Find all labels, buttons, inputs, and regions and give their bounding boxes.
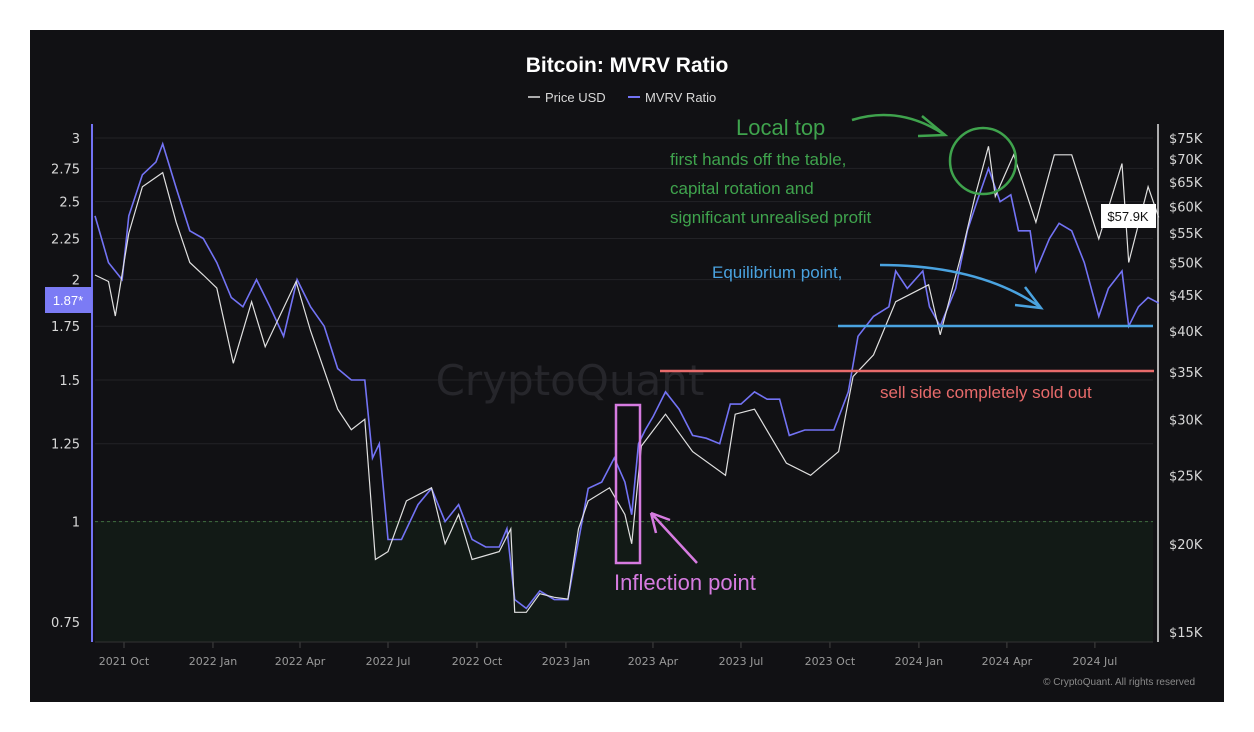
sell-side-label: sell side completely sold out bbox=[880, 383, 1092, 402]
current-mvrv-tag bbox=[45, 287, 92, 313]
right-tick-label: $15K bbox=[1169, 626, 1203, 641]
x-tick-label: 2023 Oct bbox=[805, 655, 856, 668]
equilibrium-label: Equilibrium point, bbox=[712, 263, 842, 282]
right-tick-label: $50K bbox=[1169, 256, 1203, 271]
chart-title: Bitcoin: MVRV Ratio bbox=[526, 54, 729, 77]
right-tick-label: $60K bbox=[1169, 201, 1203, 216]
annotation-inflection: Inflection point bbox=[614, 403, 756, 595]
below-one-zone bbox=[95, 521, 1153, 642]
local-top-note-2: capital rotation and bbox=[670, 179, 814, 198]
x-tick-label: 2024 Jan bbox=[895, 655, 943, 668]
left-tick-label: 1.5 bbox=[59, 374, 80, 389]
x-tick-label: 2024 Jul bbox=[1073, 655, 1118, 668]
left-tick-label: 1.75 bbox=[51, 320, 80, 335]
right-tick-label: $40K bbox=[1169, 325, 1203, 340]
copyright-footer: © CryptoQuant. All rights reserved bbox=[1043, 677, 1195, 688]
local-top-label: Local top bbox=[736, 115, 825, 140]
current-price-label: $57.9K bbox=[1107, 209, 1149, 224]
x-tick-label: 2023 Apr bbox=[628, 655, 679, 668]
right-tick-label: $70K bbox=[1169, 153, 1203, 168]
right-tick-label: $45K bbox=[1169, 289, 1203, 304]
annotation-local-top: Local top first hands off the table, cap… bbox=[670, 113, 1018, 227]
x-tick-label: 2022 Jul bbox=[366, 655, 411, 668]
left-tick-label: 2.25 bbox=[51, 232, 80, 247]
inflection-box bbox=[614, 403, 642, 565]
left-tick-label: 0.75 bbox=[51, 616, 80, 631]
legend-price-usd[interactable]: Price USD bbox=[545, 90, 606, 105]
left-tick-label: 2 bbox=[72, 274, 80, 289]
left-tick-label: 2.5 bbox=[59, 196, 80, 211]
x-tick-label: 2022 Apr bbox=[275, 655, 326, 668]
local-top-note-3: significant unrealised profit bbox=[670, 208, 872, 227]
current-price-tag bbox=[1101, 204, 1156, 228]
local-top-arrow bbox=[851, 113, 946, 137]
equilibrium-arrow bbox=[879, 263, 1041, 309]
local-top-arrowhead bbox=[917, 115, 949, 138]
x-tick-label: 2021 Oct bbox=[99, 655, 150, 668]
local-top-note-1: first hands off the table, bbox=[670, 150, 846, 169]
inflection-label: Inflection point bbox=[614, 570, 756, 595]
left-tick-label: 3 bbox=[72, 132, 80, 147]
right-tick-label: $55K bbox=[1169, 227, 1203, 242]
annotation-equilibrium: Equilibrium point, bbox=[712, 263, 1153, 328]
right-tick-label: $35K bbox=[1169, 366, 1203, 381]
annotation-sell-side: sell side completely sold out bbox=[660, 369, 1154, 402]
local-top-circle bbox=[948, 126, 1018, 196]
x-tick-label: 2024 Apr bbox=[982, 655, 1033, 668]
right-tick-label: $25K bbox=[1169, 469, 1203, 484]
legend-mvrv-ratio[interactable]: MVRV Ratio bbox=[645, 90, 716, 105]
x-tick-label: 2023 Jan bbox=[542, 655, 590, 668]
left-axis-ticks: 3 2.75 2.5 2.25 2 1.75 1.5 1.25 1 0.75 bbox=[51, 132, 80, 631]
left-tick-label: 1.25 bbox=[51, 438, 80, 453]
left-tick-label: 1 bbox=[72, 516, 80, 531]
watermark: CryptoQuant bbox=[436, 356, 705, 405]
right-tick-label: $30K bbox=[1169, 413, 1203, 428]
x-tick-label: 2023 Jul bbox=[719, 655, 764, 668]
equilibrium-arrowhead bbox=[1014, 286, 1044, 310]
x-axis-ticks: 2021 Oct 2022 Jan 2022 Apr 2022 Jul 2022 Oct… bbox=[99, 642, 1118, 668]
right-tick-label: $20K bbox=[1169, 538, 1203, 553]
inflection-arrow bbox=[649, 511, 698, 564]
series-mvrv-ratio bbox=[94, 141, 1160, 610]
right-axis-ticks: $75K $70K $65K $60K $55K $50K $45K $40K $35K $30K… bbox=[1169, 132, 1203, 641]
series-price-usd bbox=[94, 146, 1160, 613]
x-tick-label: 2022 Oct bbox=[452, 655, 503, 668]
x-tick-label: 2022 Jan bbox=[189, 655, 237, 668]
current-mvrv-label: 1.87* bbox=[53, 293, 83, 308]
legend[interactable]: Price USD MVRV Ratio bbox=[528, 90, 716, 105]
left-tick-label: 2.75 bbox=[51, 162, 80, 177]
right-tick-label: $75K bbox=[1169, 132, 1203, 147]
right-tick-label: $65K bbox=[1169, 176, 1203, 191]
